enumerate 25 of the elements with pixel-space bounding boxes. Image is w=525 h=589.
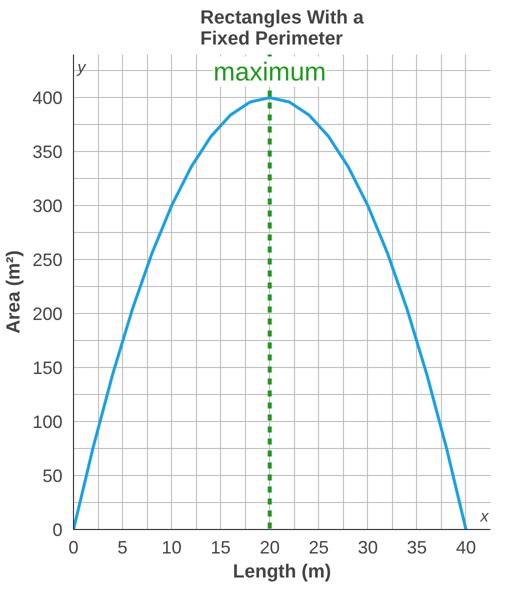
x-tick-label: 20 — [260, 538, 280, 558]
ref-line-label: maximum — [213, 56, 326, 86]
x-tick-label: 35 — [406, 538, 427, 558]
x-tick-label: 0 — [68, 538, 79, 558]
x-tick-label: 30 — [358, 538, 378, 558]
x-axis-title: Length (m) — [232, 562, 332, 582]
x-tick-label: 25 — [308, 538, 329, 558]
chart-title: Rectangles With a Fixed Perimeter — [200, 8, 364, 50]
x-tick-label: 5 — [118, 538, 128, 558]
y-tick-label: 50 — [42, 466, 63, 486]
x-tick-label: 10 — [162, 538, 182, 558]
y-axis-title: Area (m²) — [3, 250, 24, 334]
y-tick-label: 300 — [32, 196, 63, 216]
annotation: x — [480, 508, 490, 526]
y-tick-label: 250 — [32, 250, 63, 270]
y-tick-label: 350 — [32, 142, 63, 162]
y-tick-label: 0 — [52, 520, 63, 540]
line-series — [74, 96, 468, 530]
y-tick-label: 100 — [32, 412, 63, 432]
x-tick-label: 40 — [456, 538, 476, 558]
y-tick-label: 400 — [32, 88, 63, 108]
y-tick-label: 150 — [32, 358, 63, 378]
annotation: y — [76, 60, 86, 76]
y-tick-label: 200 — [32, 304, 63, 324]
x-tick-label: 15 — [210, 538, 231, 558]
